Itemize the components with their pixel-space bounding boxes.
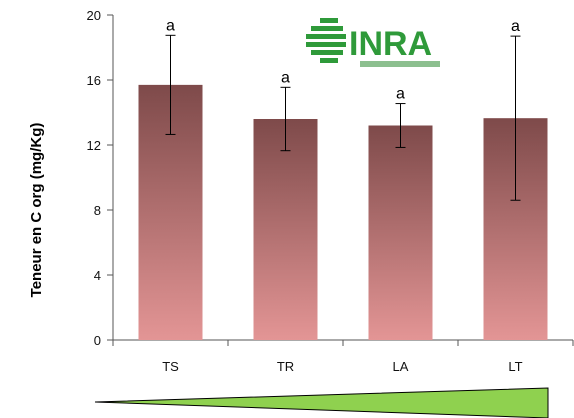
significance-label: a (281, 69, 290, 86)
x-tick-label: LT (508, 359, 522, 374)
logo-text: INRA (349, 25, 432, 63)
x-tick-label: TS (162, 359, 179, 374)
y-tick-label: 0 (94, 333, 101, 348)
plot-area: 0 4 8 12 16 20 a TS a TR a LA a LT (87, 8, 574, 374)
y-tick-label: 12 (87, 138, 101, 153)
bar (368, 125, 433, 340)
y-tick-label: 20 (87, 8, 101, 23)
x-tick-label: LA (393, 359, 409, 374)
y-tick-label: 16 (87, 73, 101, 88)
y-tick-label: 8 (94, 203, 101, 218)
significance-label: a (166, 17, 175, 34)
y-axis-label: Teneur en C org (mg/Kg) (28, 123, 45, 298)
significance-label: a (396, 86, 405, 103)
inra-logo: INRA (306, 18, 440, 67)
gradient-triangle (94, 387, 549, 418)
bar (253, 119, 318, 340)
y-tick-label: 4 (94, 268, 101, 283)
logo-emblem (306, 18, 346, 63)
x-tick-label: TR (277, 359, 294, 374)
significance-label: a (511, 18, 520, 35)
logo-tagline (360, 61, 440, 67)
